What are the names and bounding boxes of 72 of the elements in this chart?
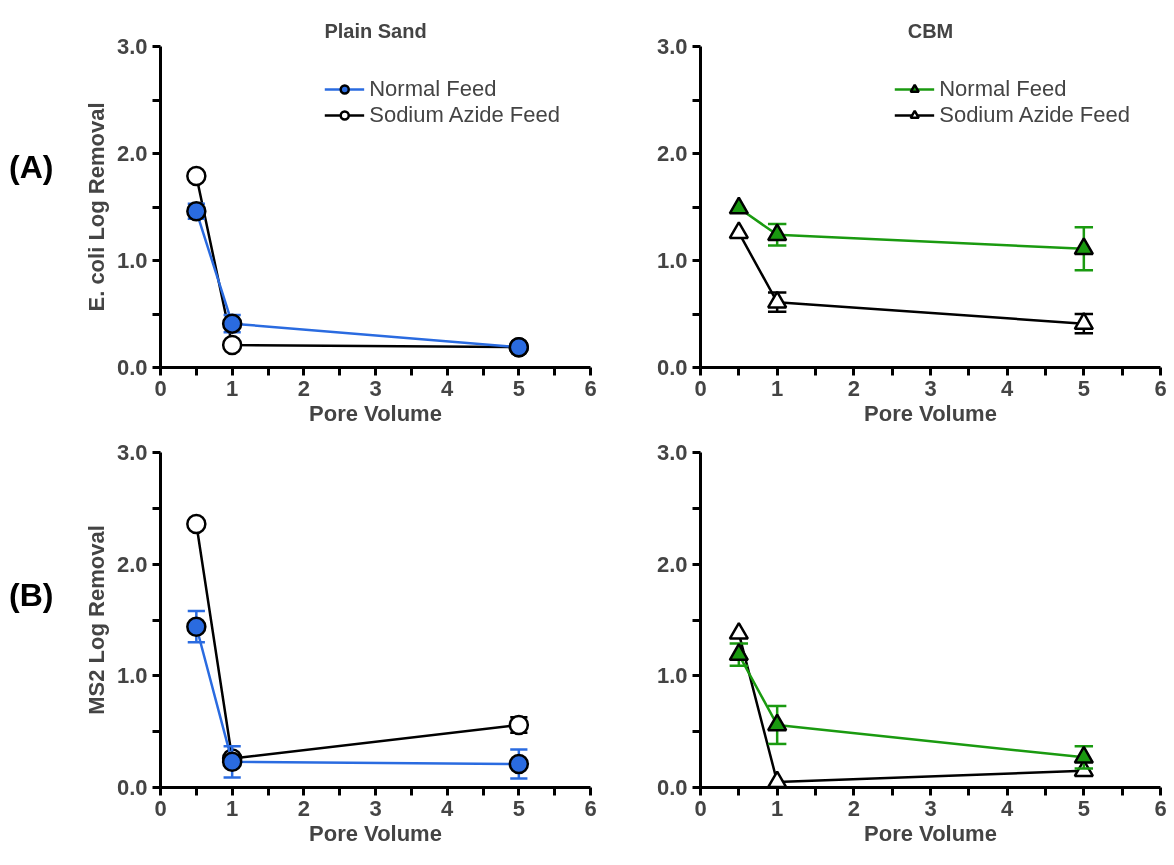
point <box>766 713 788 732</box>
text: (A) <box>9 148 54 187</box>
y-tick-label: 2.0 <box>656 141 688 166</box>
x-tick-label: 1 <box>771 375 784 401</box>
x-tick-label: 5 <box>1077 375 1090 401</box>
y-tick-label: 0.0 <box>116 355 148 380</box>
y-tick-label: 3.0 <box>656 34 688 59</box>
y-tick-label: 3.0 <box>656 440 688 465</box>
point <box>766 223 788 242</box>
x-tick-label: 5 <box>512 375 525 401</box>
point <box>728 642 750 662</box>
x-tick-label: 3 <box>369 795 382 821</box>
x-tick-label: 4 <box>1001 375 1015 401</box>
x-tick-label: 1 <box>226 795 239 821</box>
point <box>728 221 750 240</box>
x-tick-label: 0 <box>154 375 167 401</box>
x-tick-label: 1 <box>226 375 239 401</box>
y-tick-label: 1.0 <box>656 248 688 273</box>
x-tick-label: 3 <box>924 795 937 821</box>
point <box>1073 237 1095 256</box>
point <box>1073 745 1095 764</box>
point <box>186 165 207 187</box>
x-tick-label: 3 <box>924 375 937 401</box>
point <box>728 196 750 215</box>
y-tick-label: 0.0 <box>116 775 148 800</box>
x-tick-label: 6 <box>1154 375 1167 401</box>
chart-title: CBM <box>907 19 954 42</box>
y-tick-label: 2.0 <box>116 551 148 577</box>
point <box>508 753 530 775</box>
x-tick-label: 2 <box>297 375 310 401</box>
y-axis-title: MS2 Log Removal <box>83 525 109 715</box>
y-tick-label: 0.0 <box>656 355 688 380</box>
point <box>186 616 207 637</box>
x-tick-label: 2 <box>297 795 310 821</box>
y-tick-label: 1.0 <box>116 248 148 273</box>
x-tick-label: 5 <box>512 795 525 821</box>
point <box>766 290 788 309</box>
legend-label: Sodium Azide Feed <box>939 102 1130 128</box>
y-tick-label: 1.0 <box>656 663 688 689</box>
y-tick-label: 3.0 <box>116 440 148 465</box>
text: (B) <box>9 576 54 615</box>
legend-label: Sodium Azide Feed <box>369 102 560 128</box>
y-tick-label: 2.0 <box>116 141 148 166</box>
x-tick-label: 4 <box>441 375 455 401</box>
x-tick-label: 2 <box>847 375 860 401</box>
point <box>728 621 750 640</box>
x-axis-title: Pore Volume <box>864 820 997 846</box>
y-tick-label: 3.0 <box>116 34 148 59</box>
x-axis-title: Pore Volume <box>309 820 442 846</box>
x-tick-label: 6 <box>1154 795 1167 821</box>
x-axis-title: Pore Volume <box>864 400 997 426</box>
x-tick-label: 6 <box>584 795 597 821</box>
y-tick-label: 1.0 <box>116 663 148 689</box>
x-tick-label: 0 <box>694 375 707 401</box>
x-tick-label: 0 <box>694 795 707 821</box>
point <box>186 513 207 535</box>
x-tick-label: 1 <box>771 795 784 821</box>
y-tick-label: 0.0 <box>656 775 688 800</box>
x-tick-label: 2 <box>847 795 860 821</box>
legend-label: Normal Feed <box>939 76 1067 102</box>
x-tick-label: 0 <box>154 795 167 821</box>
x-axis-title: Pore Volume <box>309 400 442 426</box>
x-tick-label: 3 <box>369 375 382 401</box>
y-axis-title: E. coli Log Removal <box>83 102 109 312</box>
x-tick-label: 5 <box>1077 795 1090 821</box>
y-tick-label: 2.0 <box>656 551 688 577</box>
x-tick-label: 6 <box>584 375 597 401</box>
x-tick-label: 4 <box>441 795 455 821</box>
x-tick-label: 4 <box>1001 795 1015 821</box>
legend-label: Normal Feed <box>369 76 497 102</box>
chart-title: Plain Sand <box>324 19 427 42</box>
point <box>221 334 243 356</box>
